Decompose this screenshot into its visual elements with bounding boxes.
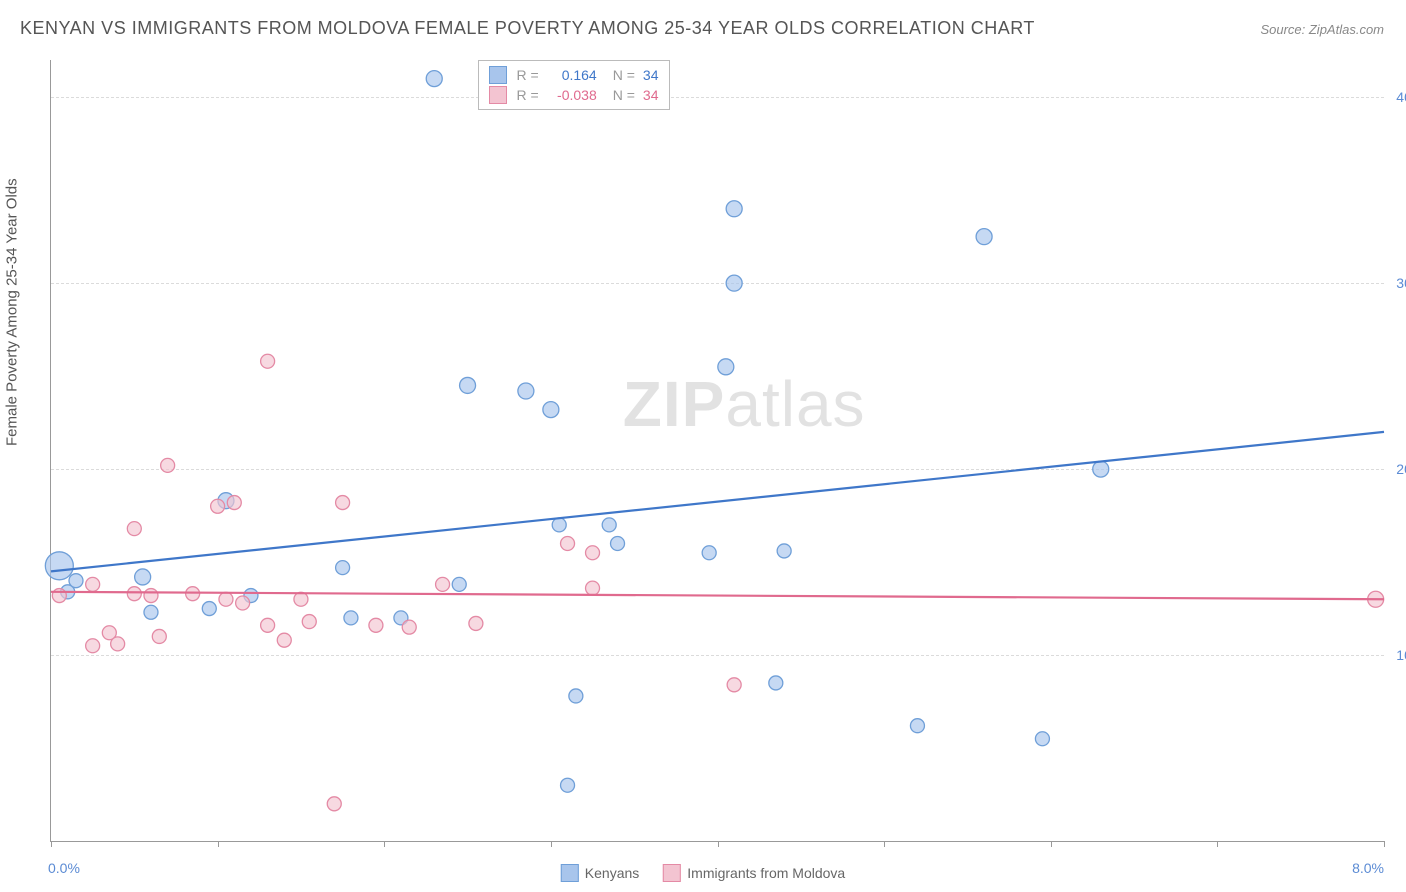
- data-point: [211, 499, 225, 513]
- data-point: [602, 518, 616, 532]
- r-label: R =: [517, 87, 539, 103]
- data-point: [261, 354, 275, 368]
- data-point: [611, 536, 625, 550]
- data-point: [1035, 732, 1049, 746]
- data-point: [152, 629, 166, 643]
- stats-row: R = 0.164 N = 34: [489, 65, 659, 85]
- data-point: [1093, 461, 1109, 477]
- n-value: 34: [643, 67, 659, 83]
- y-tick-label: 20.0%: [1396, 461, 1406, 477]
- data-point: [45, 552, 73, 580]
- data-point: [569, 689, 583, 703]
- data-point: [344, 611, 358, 625]
- x-tick: [218, 841, 219, 847]
- r-label: R =: [517, 67, 539, 83]
- x-tick-max: 8.0%: [1352, 860, 1384, 876]
- series-swatch: [489, 86, 507, 104]
- y-axis-label: Female Poverty Among 25-34 Year Olds: [4, 178, 21, 446]
- x-tick-min: 0.0%: [48, 860, 80, 876]
- data-point: [86, 577, 100, 591]
- data-point: [561, 536, 575, 550]
- data-point: [769, 676, 783, 690]
- data-point: [543, 402, 559, 418]
- data-point: [726, 201, 742, 217]
- n-label: N =: [613, 67, 635, 83]
- r-value: -0.038: [547, 87, 597, 103]
- data-point: [144, 589, 158, 603]
- stats-row: R = -0.038 N = 34: [489, 85, 659, 105]
- data-point: [327, 797, 341, 811]
- data-point: [277, 633, 291, 647]
- data-point: [52, 589, 66, 603]
- data-point: [452, 577, 466, 591]
- x-tick: [551, 841, 552, 847]
- data-point: [369, 618, 383, 632]
- data-point: [111, 637, 125, 651]
- data-point: [727, 678, 741, 692]
- data-point: [718, 359, 734, 375]
- legend-swatch: [663, 864, 681, 882]
- source-label: Source: ZipAtlas.com: [1260, 22, 1384, 37]
- data-point: [777, 544, 791, 558]
- chart-plot-area: ZIPatlas R = 0.164 N = 34 R = -0.038 N =…: [50, 60, 1384, 842]
- x-tick: [718, 841, 719, 847]
- x-tick: [1384, 841, 1385, 847]
- legend: Kenyans Immigrants from Moldova: [561, 864, 845, 882]
- y-tick-label: 10.0%: [1396, 647, 1406, 663]
- x-tick: [1217, 841, 1218, 847]
- n-value: 34: [643, 87, 659, 103]
- data-point: [460, 377, 476, 393]
- legend-label: Kenyans: [585, 865, 639, 881]
- y-tick-label: 40.0%: [1396, 89, 1406, 105]
- data-point: [236, 596, 250, 610]
- data-point: [976, 229, 992, 245]
- data-point: [702, 546, 716, 560]
- data-point: [586, 546, 600, 560]
- x-tick: [384, 841, 385, 847]
- x-tick: [51, 841, 52, 847]
- y-tick-label: 30.0%: [1396, 275, 1406, 291]
- data-point: [561, 778, 575, 792]
- scatter-plot-svg: [51, 60, 1384, 841]
- data-point: [219, 592, 233, 606]
- legend-swatch: [561, 864, 579, 882]
- data-point: [161, 458, 175, 472]
- data-point: [518, 383, 534, 399]
- r-value: 0.164: [547, 67, 597, 83]
- data-point: [127, 522, 141, 536]
- data-point: [336, 496, 350, 510]
- data-point: [469, 616, 483, 630]
- data-point: [402, 620, 416, 634]
- data-point: [127, 587, 141, 601]
- data-point: [202, 602, 216, 616]
- trend-line: [51, 432, 1384, 571]
- data-point: [552, 518, 566, 532]
- data-point: [586, 581, 600, 595]
- legend-label: Immigrants from Moldova: [687, 865, 845, 881]
- data-point: [302, 615, 316, 629]
- n-label: N =: [613, 87, 635, 103]
- data-point: [294, 592, 308, 606]
- data-point: [135, 569, 151, 585]
- correlation-stats-box: R = 0.164 N = 34 R = -0.038 N = 34: [478, 60, 670, 110]
- data-point: [726, 275, 742, 291]
- data-point: [86, 639, 100, 653]
- x-tick: [1051, 841, 1052, 847]
- series-swatch: [489, 66, 507, 84]
- x-tick: [884, 841, 885, 847]
- data-point: [227, 496, 241, 510]
- data-point: [436, 577, 450, 591]
- data-point: [261, 618, 275, 632]
- data-point: [144, 605, 158, 619]
- data-point: [910, 719, 924, 733]
- data-point: [69, 574, 83, 588]
- legend-item: Kenyans: [561, 864, 639, 882]
- legend-item: Immigrants from Moldova: [663, 864, 845, 882]
- data-point: [426, 71, 442, 87]
- chart-title: KENYAN VS IMMIGRANTS FROM MOLDOVA FEMALE…: [20, 18, 1035, 39]
- data-point: [336, 561, 350, 575]
